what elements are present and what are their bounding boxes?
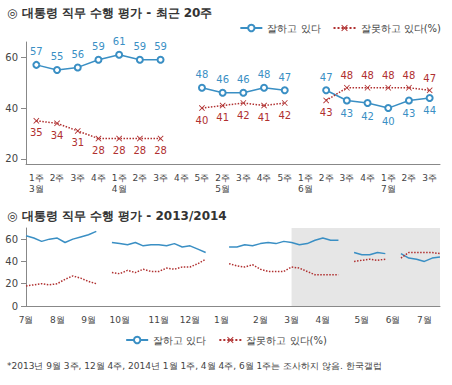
svg-text:12월: 12월	[180, 315, 200, 325]
svg-text:2주: 2주	[50, 173, 65, 183]
svg-text:48: 48	[340, 70, 353, 81]
svg-text:55: 55	[51, 51, 64, 62]
svg-text:2월: 2월	[253, 315, 268, 325]
svg-text:60: 60	[5, 234, 18, 245]
svg-text:4주: 4주	[174, 173, 189, 183]
svg-text:4월: 4월	[315, 315, 330, 325]
svg-text:5월: 5월	[355, 315, 370, 325]
svg-text:41: 41	[216, 112, 229, 123]
svg-text:2주: 2주	[319, 173, 334, 183]
svg-text:44: 44	[423, 105, 436, 116]
svg-text:20: 20	[5, 278, 18, 289]
svg-text:잘하고 있다: 잘하고 있다	[267, 23, 320, 34]
svg-text:57: 57	[30, 46, 43, 57]
svg-text:7월: 7월	[19, 315, 34, 325]
svg-text:3주: 3주	[153, 173, 168, 183]
svg-text:4주: 4주	[91, 173, 106, 183]
svg-text:28: 28	[133, 145, 146, 156]
svg-text:56: 56	[71, 49, 84, 60]
svg-text:28: 28	[154, 145, 167, 156]
svg-text:42: 42	[237, 110, 250, 121]
svg-text:41: 41	[258, 112, 271, 123]
svg-text:47: 47	[423, 73, 436, 84]
svg-text:40: 40	[196, 115, 209, 126]
svg-text:5주: 5주	[195, 173, 210, 183]
svg-text:40: 40	[5, 256, 18, 267]
svg-text:1주: 1주	[29, 173, 44, 183]
svg-text:2주: 2주	[402, 173, 417, 183]
svg-text:20: 20	[5, 153, 18, 164]
svg-text:4주: 4주	[257, 173, 272, 183]
svg-text:46: 46	[237, 74, 250, 85]
svg-text:6월: 6월	[298, 184, 313, 194]
svg-text:59: 59	[133, 41, 146, 52]
svg-text:48: 48	[382, 70, 395, 81]
svg-text:◎ 대통령 직무 수행 평가 - 최근 20주: ◎ 대통령 직무 수행 평가 - 최근 20주	[7, 6, 212, 20]
svg-text:10월: 10월	[110, 315, 130, 325]
svg-text:43: 43	[403, 108, 416, 119]
svg-text:3월: 3월	[29, 184, 44, 194]
svg-text:7월: 7월	[381, 184, 396, 194]
svg-text:48: 48	[196, 69, 209, 80]
svg-text:59: 59	[92, 41, 105, 52]
svg-text:11월: 11월	[149, 315, 169, 325]
svg-text:◎ 대통령 직무 수행 평가 - 2013/2014: ◎ 대통령 직무 수행 평가 - 2013/2014	[7, 209, 227, 223]
svg-text:60: 60	[5, 52, 18, 63]
svg-text:42: 42	[361, 111, 374, 122]
svg-text:1주: 1주	[298, 173, 313, 183]
svg-text:31: 31	[71, 137, 84, 148]
svg-text:*2013년 9월 3주, 12월 4주, 2014년 1월: *2013년 9월 3주, 12월 4주, 2014년 1월 1주, 4월 4주…	[7, 361, 382, 371]
svg-text:3주: 3주	[422, 173, 437, 183]
svg-text:40: 40	[382, 116, 395, 127]
svg-text:9월: 9월	[81, 315, 96, 325]
svg-text:59: 59	[154, 41, 167, 52]
svg-text:5주: 5주	[277, 173, 292, 183]
svg-text:48: 48	[258, 69, 271, 80]
svg-text:잘못하고 있다(%): 잘못하고 있다(%)	[361, 23, 442, 34]
svg-text:2주: 2주	[215, 173, 230, 183]
svg-text:3주: 3주	[236, 173, 251, 183]
svg-text:7월: 7월	[417, 315, 432, 325]
svg-text:5월: 5월	[215, 184, 230, 194]
svg-text:1주: 1주	[381, 173, 396, 183]
svg-text:1월: 1월	[214, 315, 229, 325]
svg-text:34: 34	[51, 130, 64, 141]
svg-text:잘못하고 있다(%): 잘못하고 있다(%)	[246, 335, 327, 346]
svg-text:48: 48	[403, 70, 416, 81]
svg-text:0: 0	[12, 301, 18, 312]
svg-text:40: 40	[5, 103, 18, 114]
svg-text:61: 61	[113, 36, 126, 47]
svg-text:48: 48	[361, 70, 374, 81]
svg-text:35: 35	[30, 127, 43, 138]
svg-text:6월: 6월	[386, 315, 401, 325]
svg-text:3주: 3주	[339, 173, 354, 183]
svg-text:28: 28	[113, 145, 126, 156]
svg-text:3주: 3주	[70, 173, 85, 183]
svg-text:43: 43	[340, 108, 353, 119]
svg-text:4월: 4월	[112, 184, 127, 194]
svg-text:28: 28	[92, 145, 105, 156]
svg-text:잘하고 있다: 잘하고 있다	[153, 335, 206, 346]
svg-text:47: 47	[278, 72, 291, 83]
svg-text:8월: 8월	[50, 315, 65, 325]
svg-text:3월: 3월	[284, 315, 299, 325]
svg-text:4주: 4주	[360, 173, 375, 183]
svg-text:43: 43	[320, 107, 333, 118]
svg-text:47: 47	[320, 72, 333, 83]
svg-text:2주: 2주	[132, 173, 147, 183]
svg-text:46: 46	[216, 74, 229, 85]
svg-text:42: 42	[278, 110, 291, 121]
svg-text:1주: 1주	[112, 173, 127, 183]
